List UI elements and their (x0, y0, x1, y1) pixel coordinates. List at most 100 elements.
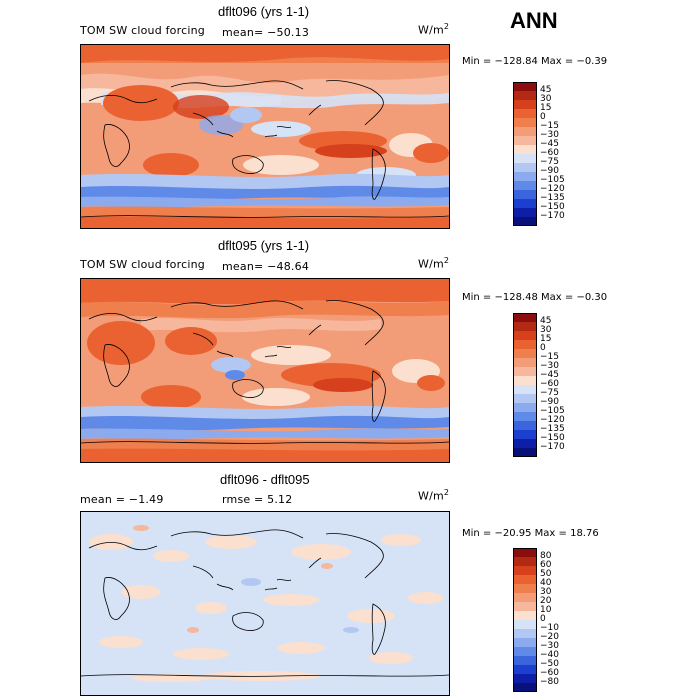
panel-1-map (80, 44, 450, 229)
colorbar-swatch (513, 109, 537, 118)
colorbar-swatch (513, 593, 537, 602)
colorbar-tick-label: 80 (540, 551, 552, 561)
colorbar-swatch (513, 584, 537, 593)
colorbar-swatch (513, 430, 537, 439)
colorbar-swatch (513, 358, 537, 367)
panel-3-map (80, 511, 450, 696)
colorbar-swatch (513, 127, 537, 136)
colorbar-swatch (513, 172, 537, 181)
colorbar-tick-label: −135 (540, 193, 565, 203)
colorbar-swatch (513, 181, 537, 190)
colorbar-tick-label: 40 (540, 578, 552, 588)
panel-1-colorbar (513, 82, 537, 226)
colorbar-tick-label: −135 (540, 424, 565, 434)
panel-2-map (80, 278, 450, 463)
colorbar-tick-label: 15 (540, 103, 552, 113)
colorbar-tick-label: −30 (540, 361, 559, 371)
panel-1-units: W/m2 (418, 22, 450, 37)
colorbar-tick-label: −45 (540, 370, 559, 380)
colorbar-tick-label: −60 (540, 668, 559, 678)
colorbar-swatch (513, 674, 537, 683)
colorbar-swatch (513, 439, 537, 448)
colorbar-tick-label: −45 (540, 139, 559, 149)
colorbar-tick-label: 45 (540, 316, 552, 326)
colorbar-tick-label: 0 (540, 112, 546, 122)
colorbar-swatch (513, 665, 537, 674)
colorbar-tick-label: −120 (540, 415, 565, 425)
colorbar-swatch (513, 448, 537, 457)
colorbar-swatch (513, 638, 537, 647)
colorbar-tick-label: −150 (540, 433, 565, 443)
colorbar-tick-label: −80 (540, 677, 559, 687)
panel-3-colorbar (513, 548, 537, 692)
colorbar-tick-label: 10 (540, 605, 552, 615)
colorbar-tick-label: −40 (540, 650, 559, 660)
colorbar-tick-label: −170 (540, 442, 565, 452)
colorbar-swatch (513, 683, 537, 692)
colorbar-tick-label: 15 (540, 334, 552, 344)
colorbar-tick-label: 30 (540, 94, 552, 104)
colorbar-swatch (513, 199, 537, 208)
colorbar-swatch (513, 611, 537, 620)
colorbar-swatch (513, 154, 537, 163)
season-label: ANN (510, 8, 558, 33)
colorbar-tick-label: 30 (540, 325, 552, 335)
colorbar-tick-label: 0 (540, 343, 546, 353)
colorbar-swatch (513, 394, 537, 403)
colorbar-tick-label: −20 (540, 632, 559, 642)
colorbar-swatch (513, 322, 537, 331)
colorbar-swatch (513, 190, 537, 199)
colorbar-tick-label: 50 (540, 569, 552, 579)
colorbar-swatch (513, 421, 537, 430)
colorbar-tick-label: −10 (540, 623, 559, 633)
panel-2-minmax: Min = −128.48 Max = −0.30 (462, 292, 608, 303)
colorbar-swatch (513, 367, 537, 376)
colorbar-tick-label: −90 (540, 166, 559, 176)
panel-2-colorbar (513, 313, 537, 457)
colorbar-swatch (513, 548, 537, 557)
colorbar-tick-label: −15 (540, 352, 559, 362)
panel-1-minmax: Min = −128.84 Max = −0.39 (462, 56, 608, 67)
colorbar-swatch (513, 340, 537, 349)
colorbar-swatch (513, 403, 537, 412)
colorbar-tick-label: 45 (540, 85, 552, 95)
panel-2-units: W/m2 (418, 256, 450, 271)
colorbar-swatch (513, 118, 537, 127)
colorbar-tick-label: 30 (540, 587, 552, 597)
panel-3-units: W/m2 (418, 488, 450, 503)
panel-2-variable-label: TOM SW cloud forcing (80, 258, 205, 271)
colorbar-swatch (513, 629, 537, 638)
colorbar-tick-label: −170 (540, 211, 565, 221)
colorbar-tick-label: −150 (540, 202, 565, 212)
colorbar-tick-label: −90 (540, 397, 559, 407)
colorbar-swatch (513, 100, 537, 109)
colorbar-swatch (513, 602, 537, 611)
colorbar-tick-label: −60 (540, 148, 559, 158)
colorbar-swatch (513, 91, 537, 100)
panel-3-minmax: Min = −20.95 Max = 18.76 (462, 528, 599, 539)
colorbar-swatch (513, 208, 537, 217)
colorbar-swatch (513, 575, 537, 584)
colorbar-swatch (513, 376, 537, 385)
colorbar-tick-label: 0 (540, 614, 546, 624)
colorbar-swatch (513, 145, 537, 154)
colorbar-swatch (513, 349, 537, 358)
colorbar-tick-label: −15 (540, 121, 559, 131)
colorbar-tick-label: −120 (540, 184, 565, 194)
panel-2-mean: mean= −48.64 (222, 260, 310, 273)
panel-3-rmse: rmse = 5.12 (222, 493, 293, 506)
panel-2-title: dflt095 (yrs 1-1) (218, 238, 310, 253)
colorbar-tick-label: −60 (540, 379, 559, 389)
colorbar-tick-label: −30 (540, 130, 559, 140)
colorbar-tick-label: 20 (540, 596, 552, 606)
colorbar-swatch (513, 566, 537, 575)
panel-1-variable-label: TOM SW cloud forcing (80, 24, 205, 37)
colorbar-swatch (513, 163, 537, 172)
colorbar-swatch (513, 331, 537, 340)
colorbar-swatch (513, 136, 537, 145)
colorbar-tick-label: −50 (540, 659, 559, 669)
colorbar-tick-label: −105 (540, 406, 565, 416)
panel-3-mean: mean = −1.49 (80, 493, 164, 506)
colorbar-tick-label: −75 (540, 388, 559, 398)
colorbar-swatch (513, 647, 537, 656)
